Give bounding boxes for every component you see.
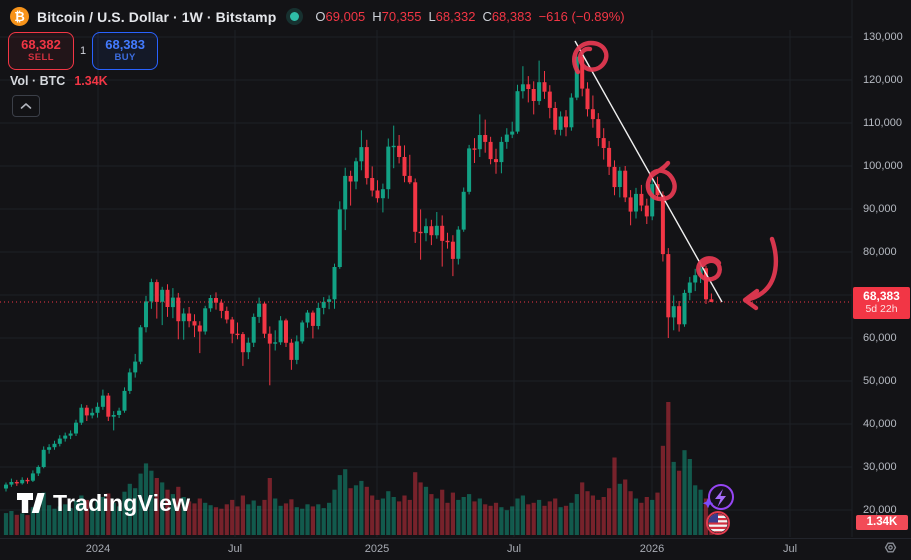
red-circle-annotation-mid[interactable] <box>645 160 677 202</box>
price-tick: 30,000 <box>863 461 897 473</box>
sell-price: 68,382 <box>21 37 61 53</box>
bitcoin-logo-icon: ₿ <box>10 7 29 26</box>
price-tick: 50,000 <box>863 375 897 387</box>
volume-legend[interactable]: Vol · BTC 1.34K <box>10 74 108 88</box>
volume-legend-label: Vol · BTC <box>10 74 66 88</box>
price-tick: 130,000 <box>863 31 903 43</box>
chevron-up-icon <box>20 103 32 109</box>
sell-button[interactable]: 68,382 SELL <box>8 32 74 70</box>
price-tick: 80,000 <box>863 246 897 258</box>
spread-value: 1 <box>80 45 87 57</box>
gear-icon <box>884 542 896 552</box>
tradingview-watermark[interactable]: TradingView <box>16 489 190 517</box>
ohlc-readout: O69,005 H70,355 L68,332 C68,383 −616 (−0… <box>315 9 624 24</box>
buy-button[interactable]: 68,383 BUY <box>92 32 159 70</box>
time-tick: 2024 <box>85 543 111 555</box>
buy-label: BUY <box>114 52 136 63</box>
price-tick: 100,000 <box>863 160 903 172</box>
close-label: C <box>482 9 492 24</box>
price-tick: 90,000 <box>863 203 897 215</box>
open-value: 69,005 <box>325 9 366 24</box>
high-value: 70,355 <box>381 9 422 24</box>
close-value: 68,383 <box>491 9 532 24</box>
price-tick: 40,000 <box>863 418 897 430</box>
price-axis[interactable]: 130,000 120,000 110,000 100,000 90,000 80,000… <box>853 0 911 537</box>
red-circle-annotation-low[interactable] <box>696 256 722 282</box>
time-tick: Jul <box>227 543 243 555</box>
price-tick: 20,000 <box>863 504 897 516</box>
low-label: L <box>428 9 436 24</box>
volume-axis-label: 1.34K <box>856 515 908 530</box>
time-tick: 2025 <box>364 543 390 555</box>
time-axis[interactable]: 2024 Jul 2025 Jul 2026 Jul <box>0 538 911 560</box>
symbol-header: ₿ Bitcoin / U.S. Dollar · 1W · Bitstamp … <box>10 7 625 26</box>
high-label: H <box>372 9 382 24</box>
open-label: O <box>315 9 326 24</box>
change-value: −616 (−0.89%) <box>538 9 625 24</box>
volume-legend-value: 1.34K <box>74 74 108 88</box>
time-tick: Jul <box>782 543 798 555</box>
red-arrow-annotation[interactable] <box>742 236 779 311</box>
time-tick: 2026 <box>639 543 665 555</box>
sell-label: SELL <box>28 52 54 63</box>
bar-countdown: 5d 22h <box>865 303 898 316</box>
us-flag-badge-icon[interactable] <box>705 510 731 541</box>
price-tick: 60,000 <box>863 332 897 344</box>
current-price-value: 68,383 <box>863 288 900 303</box>
symbol-title[interactable]: Bitcoin / U.S. Dollar · 1W · Bitstamp <box>37 8 277 25</box>
tradingview-logo-icon <box>17 493 45 513</box>
watermark-text: TradingView <box>53 489 191 516</box>
price-tick: 110,000 <box>863 117 902 129</box>
time-tick: Jul <box>506 543 522 555</box>
trade-panel: 68,382 SELL 1 68,383 BUY <box>8 32 159 70</box>
low-value: 68,332 <box>435 9 476 24</box>
market-status-icon <box>290 12 300 21</box>
price-tick: 120,000 <box>863 74 903 86</box>
red-circle-annotation-top[interactable] <box>572 40 609 75</box>
axis-settings-button[interactable] <box>878 536 902 558</box>
buy-price: 68,383 <box>105 37 145 53</box>
trendline-annotation[interactable] <box>574 40 723 303</box>
collapse-legend-button[interactable] <box>12 95 40 117</box>
current-price-label: 68,383 5d 22h <box>853 286 910 319</box>
lightning-badge-icon[interactable] <box>702 483 736 518</box>
